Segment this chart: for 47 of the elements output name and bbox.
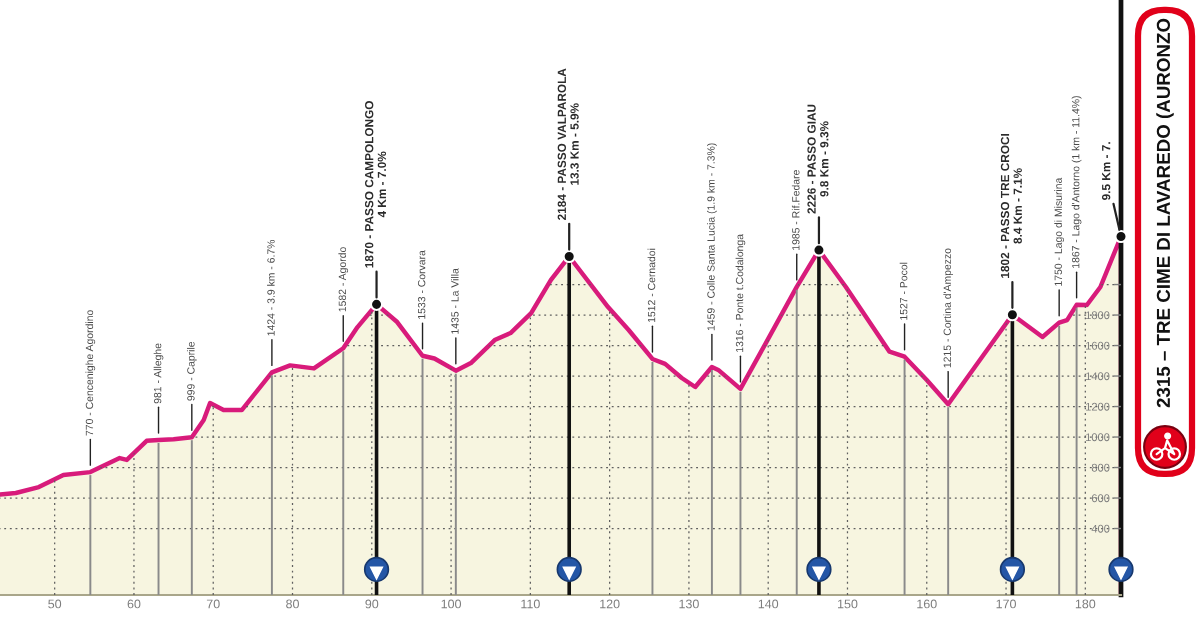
- x-tick-label: 80: [286, 599, 299, 609]
- annotation: 1459 - Colle Santa Lucia (1.9 km - 7.3%): [707, 143, 717, 331]
- x-tick-label: 90: [365, 599, 379, 609]
- x-tick-label: 50: [48, 599, 62, 609]
- x-tick-label: 120: [600, 599, 620, 609]
- text: 2315 – TRE CIME DI LAVAREDO (AURONZO: [1156, 18, 1174, 408]
- annotation: 1533 - Corvara: [417, 250, 426, 319]
- annotation: 2184 - PASSO VALPAROLA 13.3 Km - 5.9%: [557, 68, 579, 220]
- annotation: 2226 - PASSO GIAU 9.8 Km - 9.3%: [807, 104, 829, 214]
- point: [1005, 308, 1019, 322]
- y-tick-label: 800: [1091, 463, 1110, 472]
- annotation: 9.5 Km - 7.: [1101, 142, 1111, 200]
- annotation: 1582 - Agordo: [338, 247, 349, 312]
- y-tick-label: 400: [1091, 524, 1110, 533]
- x-tick-label: 60: [127, 599, 141, 609]
- annotation: 999 - Caprile: [186, 341, 197, 401]
- annotation: 1985 - Rif.Fedare: [791, 170, 800, 250]
- point: [812, 243, 826, 257]
- y-tick-label: 600: [1091, 494, 1110, 503]
- annotation: 1316 - Ponte t.Codalonga: [735, 234, 746, 352]
- y-tick-label: 1000: [1086, 433, 1110, 442]
- annotation: 981 - Alleghe: [153, 343, 164, 404]
- x-tick-label: 110: [521, 599, 540, 609]
- x-tick-label: 130: [679, 599, 699, 609]
- point: [1114, 229, 1128, 244]
- x-tick-label: 140: [758, 599, 779, 609]
- x-tick-label: 180: [1075, 599, 1096, 609]
- annotation: 1527 - Pocol: [899, 262, 908, 320]
- x-tick-label: 170: [996, 599, 1016, 609]
- annotation: 1424 - 3.9 km - 6.7%: [267, 239, 275, 336]
- annotation: 1802 - PASSO TRE CROCI 8.4 Km - 7.1%: [1000, 133, 1022, 278]
- annotation: 1435 - La Villa: [450, 268, 459, 334]
- point: [369, 297, 384, 311]
- y-tick-label: 1800: [1086, 311, 1110, 320]
- y-tick-label: 1200: [1086, 402, 1110, 411]
- annotation: 1215 - Cortina d'Ampezzo: [943, 248, 954, 368]
- annotation: 770 - Cencenighe Agordino: [85, 310, 96, 436]
- annotation: 1867 - Lago d'Antorno (1 km - 11.4%): [1071, 96, 1082, 268]
- annotation: 1512 - Cernadoi: [647, 248, 656, 323]
- x-tick-label: 100: [441, 599, 462, 609]
- x-tick-label: 70: [206, 599, 220, 609]
- y-tick-label: 1600: [1086, 341, 1110, 350]
- annotation: 1870 - PASSO CAMPOLONGO 4 Km - 7.0%: [365, 101, 387, 268]
- x-tick-label: 160: [917, 599, 937, 609]
- x-tick-label: 150: [838, 599, 858, 609]
- y-tick-label: 1400: [1086, 372, 1110, 381]
- annotation: 1750 - Lago di Misurina: [1054, 177, 1065, 286]
